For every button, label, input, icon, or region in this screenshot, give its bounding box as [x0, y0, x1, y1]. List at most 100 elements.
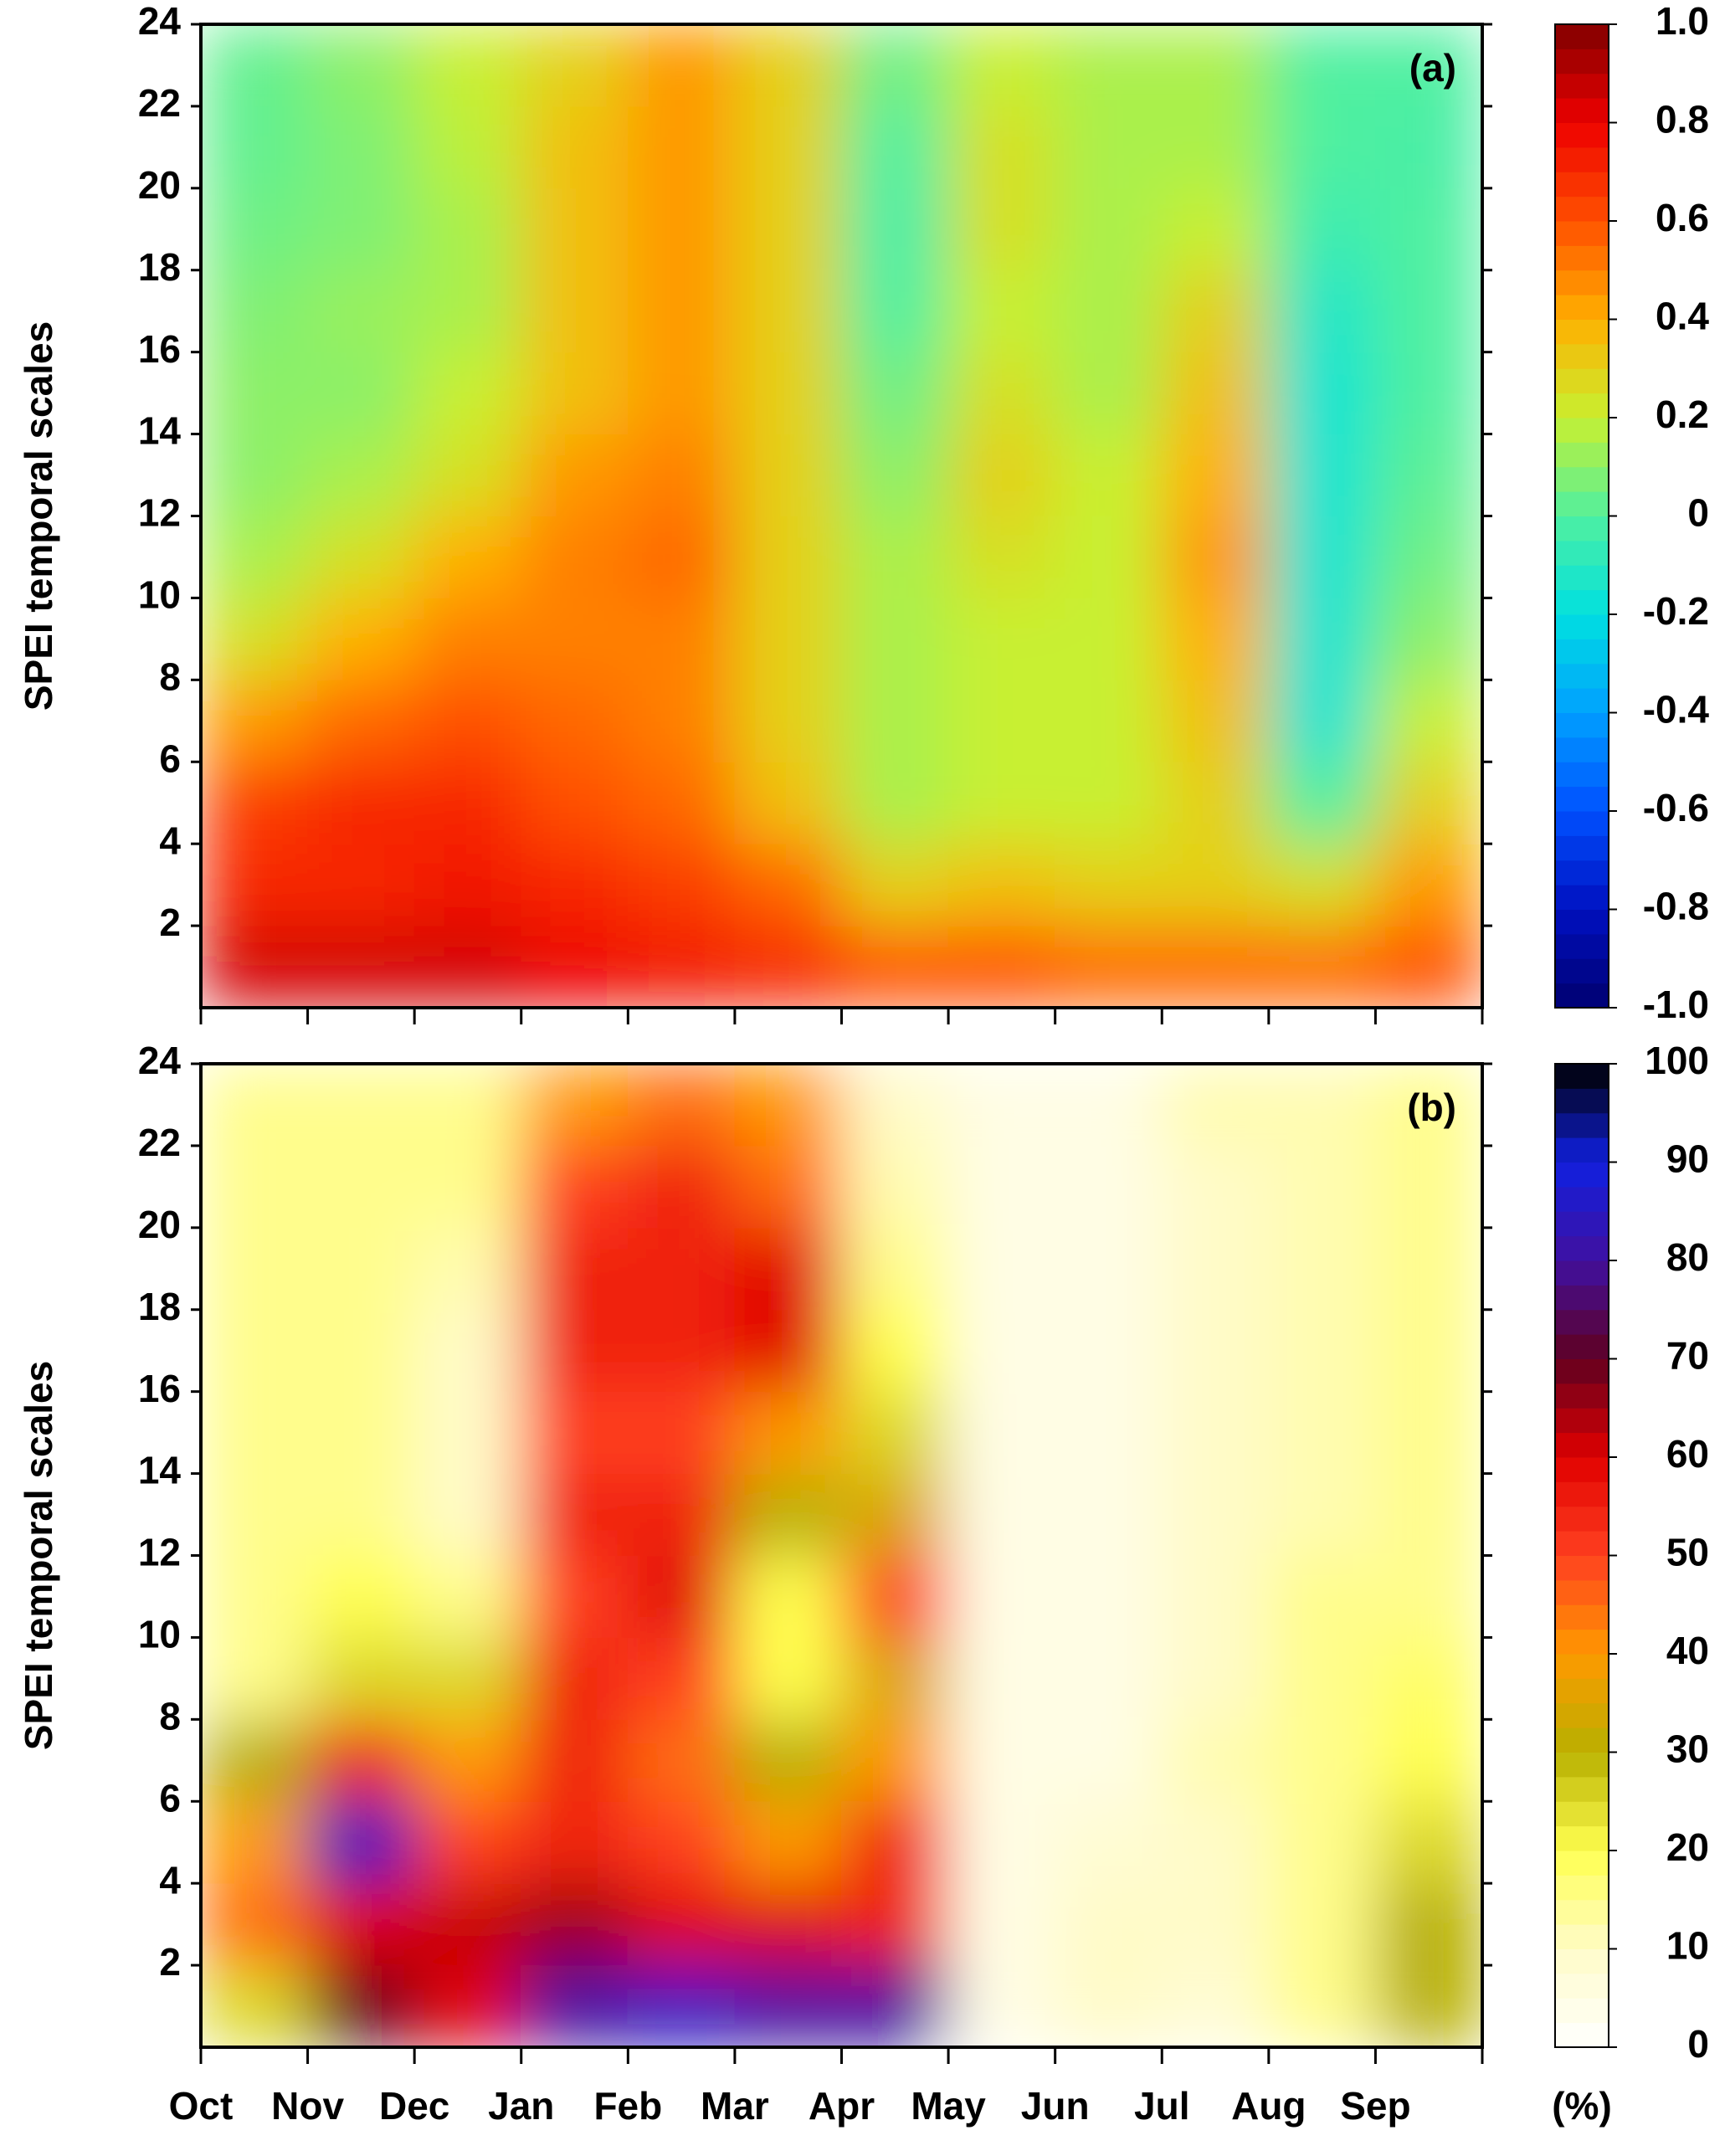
heat-cell	[947, 1555, 1056, 1638]
colorbar-band	[1555, 1727, 1609, 1753]
heat-cell	[307, 761, 415, 844]
heat-cell	[201, 352, 309, 435]
y-tick-label: 8	[159, 654, 181, 698]
heat-cell	[1374, 1145, 1482, 1229]
heat-cell	[947, 597, 1056, 680]
heat-cell	[841, 1718, 949, 1802]
heat-cell	[1055, 597, 1163, 680]
colorbar-band	[1555, 1579, 1609, 1605]
heat-cell	[947, 1800, 1056, 1884]
heat-cell	[734, 1391, 842, 1475]
heat-cell	[1374, 1309, 1482, 1393]
colorbar-tick-label: -0.2	[1643, 589, 1709, 633]
colorbar-tick-label: -0.8	[1643, 885, 1709, 928]
heat-cell	[1374, 434, 1482, 516]
heat-cell	[947, 925, 1056, 1008]
colorbar-band	[1555, 1677, 1609, 1704]
heat-cell	[521, 1964, 629, 2047]
colorbar-band	[1555, 860, 1609, 886]
heat-cell	[521, 1636, 629, 1720]
colorbar-band	[1555, 737, 1609, 762]
heat-cell	[1374, 1391, 1482, 1475]
heat-cell	[734, 1964, 842, 2047]
heat-cell	[413, 1800, 522, 1884]
heat-cell	[947, 1964, 1056, 2047]
heat-cell	[1374, 1473, 1482, 1556]
heat-cell	[1161, 24, 1270, 107]
heat-cell	[1055, 352, 1163, 435]
plot-area	[201, 24, 1482, 1008]
x-tick-label: Apr	[809, 2084, 875, 2128]
heat-cell	[1268, 1555, 1376, 1638]
colorbar-band	[1555, 663, 1609, 689]
panel-label: (b)	[1407, 1086, 1456, 1129]
colorbar-band	[1555, 613, 1609, 639]
heat-cell	[413, 105, 522, 189]
heat-cell	[307, 1882, 415, 1966]
heat-cell	[413, 1555, 522, 1638]
heat-cell	[521, 270, 629, 353]
colorbar-band	[1555, 1923, 1609, 1949]
heat-cell	[734, 925, 842, 1008]
heat-cell	[201, 679, 309, 762]
y-tick-label: 16	[138, 327, 181, 371]
heat-cell	[1374, 1064, 1482, 1147]
heat-cell	[841, 187, 949, 271]
heat-cell	[413, 1718, 522, 1802]
heat-cell	[947, 761, 1056, 844]
heat-cell	[1268, 597, 1376, 680]
y-tick-label: 18	[138, 1285, 181, 1328]
heat-cell	[1268, 1391, 1376, 1475]
heat-cell	[307, 105, 415, 189]
heat-cell	[1268, 1227, 1376, 1311]
colorbar-band	[1555, 1899, 1609, 1925]
y-tick-label: 2	[159, 901, 181, 944]
heat-cell	[1161, 679, 1270, 762]
heat-cell	[307, 187, 415, 271]
heat-cell	[1055, 1309, 1163, 1393]
y-tick-label: 12	[138, 491, 181, 535]
colorbar-band	[1555, 367, 1609, 394]
heat-cell	[307, 597, 415, 680]
heat-cell	[413, 1964, 522, 2047]
heat-cell	[1161, 1636, 1270, 1720]
colorbar-tick-label: 0	[1687, 491, 1709, 535]
colorbar-band	[1555, 441, 1609, 468]
heat-cell	[413, 679, 522, 762]
colorbar-band	[1555, 23, 1609, 49]
heat-cell	[734, 1309, 842, 1393]
heat-cell	[947, 516, 1056, 598]
heat-cell	[627, 761, 736, 844]
heat-cell	[841, 516, 949, 598]
colorbar-tick-label: 70	[1666, 1334, 1709, 1378]
colorbar-band	[1555, 1850, 1609, 1876]
heat-cell	[627, 105, 736, 189]
heat-cell	[627, 1964, 736, 2047]
colorbar-band	[1555, 1481, 1609, 1507]
colorbar-band	[1555, 1210, 1609, 1237]
colorbar-tick-label: 80	[1666, 1235, 1709, 1279]
heat-cell	[413, 1473, 522, 1556]
colorbar-band	[1555, 196, 1609, 222]
heat-cell	[413, 1064, 522, 1147]
heat-cell	[841, 1064, 949, 1147]
x-tick-label: Dec	[379, 2084, 449, 2128]
heat-cell	[201, 925, 309, 1008]
colorbar-tick-label: 10	[1666, 1924, 1709, 1968]
heat-cell	[413, 352, 522, 435]
heat-cell	[521, 1064, 629, 1147]
colorbar-tick-label: 20	[1666, 1825, 1709, 1869]
heat-cell	[1055, 516, 1163, 598]
heat-cell	[734, 516, 842, 598]
colorbar-tick-label: 0.4	[1656, 295, 1709, 338]
heat-cell	[1268, 187, 1376, 271]
heat-cell	[1374, 24, 1482, 107]
heat-cell	[627, 679, 736, 762]
heat-cell	[521, 1145, 629, 1229]
y-tick-label: 20	[138, 1203, 181, 1246]
heat-cell	[1055, 1882, 1163, 1966]
colorbar-band	[1555, 909, 1609, 935]
heat-cell	[307, 925, 415, 1008]
colorbar-band	[1555, 687, 1609, 713]
heat-cell	[841, 1800, 949, 1884]
